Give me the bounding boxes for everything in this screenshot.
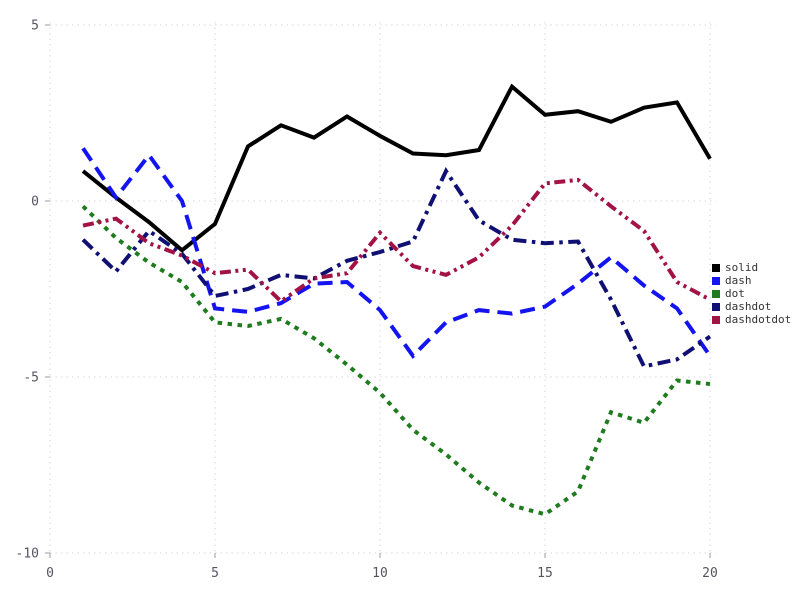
series-line-solid (81, 83, 712, 253)
x-tick-label: 20 (702, 566, 718, 581)
y-tick-label: -10 (16, 547, 39, 562)
legend-label-dot: dot (725, 287, 745, 300)
chart-legend: solid dash dot dashdot dashdotdot (712, 261, 791, 326)
legend-swatch-dashdot (712, 302, 720, 311)
series-line-dashdot (81, 167, 712, 369)
legend-label-dashdotdot: dashdotdot (725, 313, 792, 326)
x-tick-label: 15 (537, 566, 553, 581)
series-line-dash (81, 147, 712, 359)
series-line-dot (81, 204, 711, 517)
legend-entry-solid: solid (712, 261, 791, 274)
legend-swatch-dashdotdot (712, 315, 720, 324)
legend-entry-dashdotdot: dashdotdot (712, 313, 791, 326)
legend-swatch-dash (712, 276, 720, 285)
legend-entry-dot: dot (712, 287, 791, 300)
legend-label-dash: dash (725, 274, 752, 287)
x-tick-label: 5 (211, 566, 219, 581)
legend-swatch-dot (712, 289, 720, 298)
legend-swatch-solid (712, 263, 720, 272)
y-tick-label: -5 (23, 371, 39, 386)
legend-entry-dashdot: dashdot (712, 300, 791, 313)
legend-label-dashdot: dashdot (725, 300, 772, 313)
y-tick-label: 5 (31, 19, 39, 34)
x-tick-label: 10 (372, 566, 388, 581)
y-tick-label: 0 (31, 195, 39, 210)
x-tick-label: 0 (46, 566, 54, 581)
legend-entry-dash: dash (712, 274, 791, 287)
legend-label-solid: solid (725, 261, 759, 274)
series-line-dashdotdot (82, 177, 711, 304)
